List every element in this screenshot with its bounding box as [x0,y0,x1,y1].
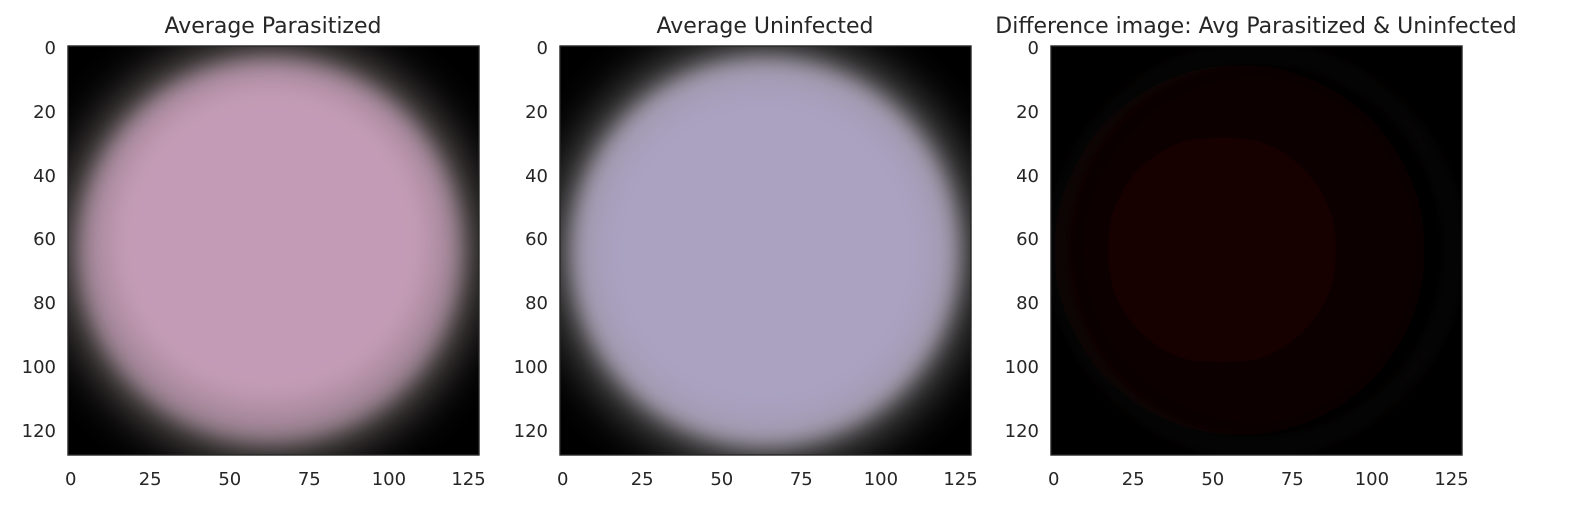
x-tick-label: 50 [710,469,733,490]
y-tick-label: 80 [33,293,56,314]
y-tick-label: 80 [525,293,548,314]
x-ticks: 0 25 50 75 100 125 [65,469,486,490]
y-ticks: 0 20 40 60 80 100 120 [1005,38,1039,442]
x-tick-label: 100 [372,469,406,490]
x-tick-label: 100 [864,469,898,490]
y-tick-label: 0 [537,38,548,59]
panel-title: Average Parasitized [165,14,382,39]
x-tick-label: 75 [790,469,813,490]
axes-frame [1050,45,1463,456]
x-tick-label: 25 [139,469,162,490]
y-ticks: 0 20 40 60 80 100 120 [514,38,548,442]
panel-average-uninfected: Average Uninfected 0 25 50 75 100 125 0 … [514,14,978,490]
y-tick-label: 100 [514,357,548,378]
y-tick-label: 20 [1016,102,1039,123]
y-tick-label: 100 [1005,357,1039,378]
y-tick-label: 40 [1016,166,1039,187]
panel-average-parasitized: Average Parasitized 0 25 50 75 100 125 0… [22,14,486,490]
y-tick-label: 80 [1016,293,1039,314]
y-tick-label: 0 [45,38,56,59]
panel-title: Average Uninfected [657,14,874,39]
y-tick-label: 120 [1005,421,1039,442]
x-tick-label: 125 [451,469,485,490]
y-tick-label: 100 [22,357,56,378]
x-ticks: 0 25 50 75 100 125 [557,469,978,490]
x-tick-label: 25 [631,469,654,490]
x-tick-label: 50 [218,469,241,490]
y-tick-label: 120 [22,421,56,442]
y-tick-label: 60 [33,229,56,250]
panel-difference-image: Difference image: Avg Parasitized & Unin… [995,14,1516,490]
x-tick-label: 75 [298,469,321,490]
difference-image [1055,65,1425,435]
y-tick-label: 60 [1016,229,1039,250]
x-tick-label: 125 [1434,469,1468,490]
x-tick-label: 50 [1201,469,1224,490]
x-tick-label: 0 [1048,469,1059,490]
difference-ring [1055,49,1457,451]
x-ticks: 0 25 50 75 100 125 [1048,469,1469,490]
axes-frame [559,45,972,456]
x-tick-label: 100 [1355,469,1389,490]
panel-title: Difference image: Avg Parasitized & Unin… [995,14,1516,39]
y-tick-label: 60 [525,229,548,250]
x-tick-label: 75 [1281,469,1304,490]
axes-frame [67,45,480,456]
y-tick-label: 20 [33,102,56,123]
y-tick-label: 40 [525,166,548,187]
y-ticks: 0 20 40 60 80 100 120 [22,38,56,442]
x-tick-label: 0 [557,469,568,490]
x-tick-label: 125 [943,469,977,490]
y-tick-label: 20 [525,102,548,123]
x-tick-label: 0 [65,469,76,490]
cell-image [80,60,460,440]
y-tick-label: 120 [514,421,548,442]
cell-image [573,60,957,444]
y-tick-label: 40 [33,166,56,187]
y-tick-label: 0 [1028,38,1039,59]
x-tick-label: 25 [1122,469,1145,490]
